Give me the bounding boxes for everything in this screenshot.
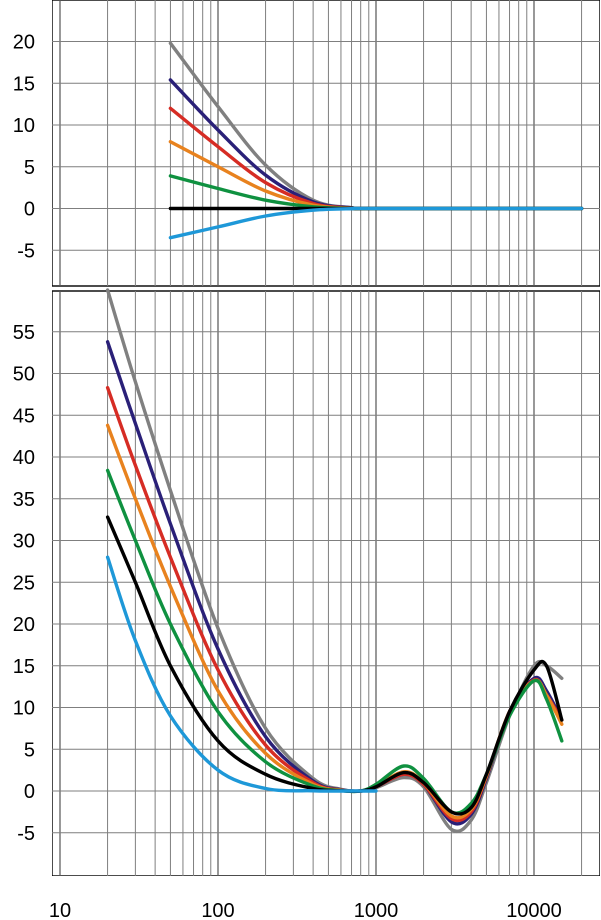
top-y-tick-label: 20	[13, 32, 35, 54]
bottom-y-tick-label: 35	[13, 489, 35, 511]
x-axis-tick-labels: 10 100 1000 10000	[49, 900, 562, 920]
bottom-plot-frame	[52, 290, 600, 876]
bottom-y-tick-label: 20	[13, 614, 35, 636]
x-tick-label: 10	[49, 900, 71, 920]
x-tick-label: 1000	[354, 900, 399, 920]
bottom-series-line-6	[105, 555, 378, 793]
top-y-tick-label: 0	[24, 199, 35, 221]
x-tick-label: 100	[201, 900, 234, 920]
top-panel	[52, 0, 600, 287]
top-series-line-6	[168, 206, 584, 240]
bottom-y-tick-label: 25	[13, 572, 35, 594]
top-y-tick-label: 10	[13, 115, 35, 137]
top-plot-frame	[52, 0, 600, 287]
bottom-y-tick-label: 0	[24, 781, 35, 803]
bottom-panel	[52, 288, 600, 876]
x-tick-label: 10000	[506, 900, 562, 920]
bottom-y-tick-label: -5	[17, 823, 35, 845]
top-y-tick-label: 15	[13, 73, 35, 95]
bottom-y-tick-label: 40	[13, 447, 35, 469]
bottom-y-tick-label: 15	[13, 656, 35, 678]
bottom-series-line-5	[105, 515, 564, 816]
bottom-y-tick-label: 10	[13, 698, 35, 720]
bottom-y-tick-label: 45	[13, 405, 35, 427]
bottom-y-tick-label: 5	[24, 739, 35, 761]
bottom-y-tick-label: 55	[13, 322, 35, 344]
bottom-y-tick-label: 50	[13, 364, 35, 386]
top-y-tick-label: 5	[24, 157, 35, 179]
bottom-y-tick-label: 30	[13, 531, 35, 553]
top-y-tick-label: -5	[17, 240, 35, 262]
